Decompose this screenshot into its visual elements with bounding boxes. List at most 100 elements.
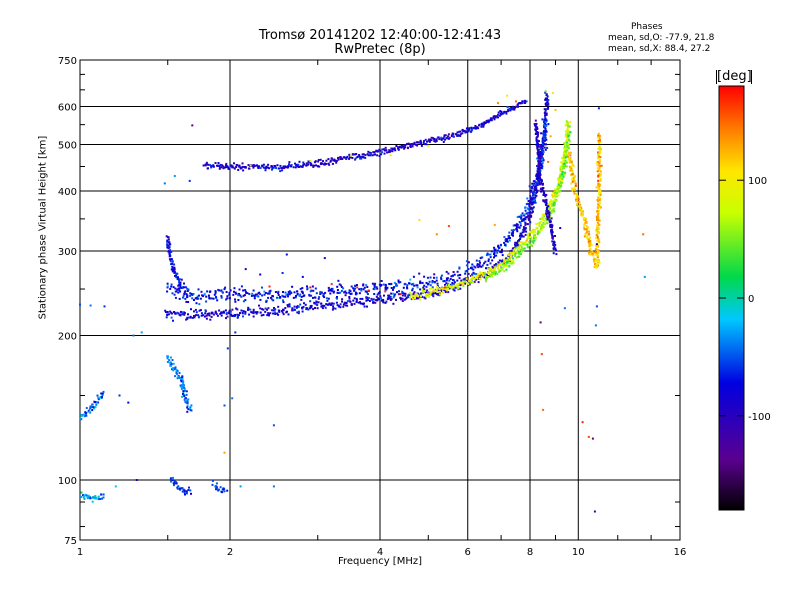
echo-point <box>404 144 407 146</box>
echo-point <box>313 301 316 304</box>
echo-point <box>269 312 272 315</box>
echo-point <box>480 275 483 278</box>
echo-point <box>171 367 174 370</box>
echo-point <box>436 290 439 293</box>
echo-point <box>559 165 562 168</box>
echo-point <box>368 300 371 302</box>
echo-point <box>533 182 536 185</box>
echo-point <box>515 250 518 253</box>
echo-point <box>260 314 263 317</box>
echo-point <box>562 159 565 162</box>
echo-point <box>518 221 521 223</box>
echo-point <box>356 155 359 158</box>
echo-point <box>539 153 542 156</box>
echo-point <box>327 286 330 289</box>
echo-point <box>389 295 392 298</box>
echo-point <box>187 301 190 303</box>
echo-point <box>173 270 176 273</box>
echo-point <box>180 387 183 390</box>
echo-point <box>420 141 423 144</box>
echo-point <box>343 301 346 304</box>
echo-point <box>526 202 529 205</box>
echo-point <box>535 139 538 142</box>
echo-point <box>362 153 365 156</box>
echo-point <box>429 290 432 293</box>
echo-point <box>600 164 603 167</box>
echo-point <box>233 162 235 165</box>
echo-point <box>85 414 87 417</box>
echo-point <box>401 297 404 300</box>
echo-point <box>553 210 556 213</box>
echo-point <box>596 223 599 226</box>
echo-point <box>525 230 528 233</box>
echo-point <box>512 224 515 227</box>
echo-point <box>332 302 335 305</box>
echo-point <box>176 272 179 275</box>
echo-point <box>216 488 219 491</box>
echo-point <box>596 255 599 258</box>
echo-point <box>492 272 494 274</box>
echo-point <box>545 130 548 133</box>
echo-point <box>552 240 555 243</box>
echo-point <box>277 294 280 296</box>
echo-point <box>542 219 545 222</box>
echo-point <box>204 163 207 166</box>
echo-point <box>315 300 318 303</box>
echo-point <box>102 496 105 499</box>
echo-point <box>541 188 544 191</box>
echo-point <box>250 294 253 297</box>
echo-point <box>277 309 280 312</box>
echo-point <box>503 261 505 264</box>
echo-point <box>337 156 339 159</box>
echo-point <box>509 258 511 261</box>
echo-point <box>335 301 338 304</box>
echo-point <box>321 162 324 165</box>
echo-point <box>166 282 169 285</box>
echo-point <box>538 160 541 163</box>
echo-point <box>222 488 225 491</box>
echo-point <box>554 243 557 246</box>
echo-point <box>538 167 541 170</box>
echo-point <box>452 271 455 273</box>
echo-point <box>598 141 601 144</box>
colorbar-tick-label: 0 <box>748 294 754 305</box>
echo-point <box>341 158 344 160</box>
echo-point <box>566 146 569 149</box>
echo-point <box>523 217 526 220</box>
echo-point <box>114 485 117 488</box>
echo-point <box>295 295 297 297</box>
echo-point <box>559 190 562 192</box>
echo-point <box>359 301 361 304</box>
echo-point <box>544 195 547 198</box>
echo-point <box>217 488 220 491</box>
echo-point <box>389 297 392 300</box>
echo-point <box>547 102 550 105</box>
echo-point <box>564 141 567 144</box>
echo-point <box>519 238 522 240</box>
echo-point <box>197 314 200 317</box>
echo-point <box>230 313 232 316</box>
echo-point <box>271 295 274 297</box>
echo-point <box>193 314 196 317</box>
echo-point <box>521 101 524 104</box>
echo-point <box>597 147 600 150</box>
echo-point <box>373 286 376 289</box>
echo-point <box>529 243 532 246</box>
echo-point <box>534 196 537 199</box>
echo-point <box>344 290 347 293</box>
echo-point <box>401 290 404 293</box>
echo-point <box>449 278 452 280</box>
echo-point <box>543 143 546 146</box>
echo-point <box>331 302 334 305</box>
echo-point <box>301 310 304 313</box>
echo-point <box>276 296 278 299</box>
echo-point <box>202 164 205 167</box>
echo-point <box>182 294 185 297</box>
echo-point <box>351 157 354 159</box>
echo-point <box>283 167 286 170</box>
echo-point <box>505 263 508 266</box>
echo-point <box>598 196 601 199</box>
echo-point <box>448 287 451 290</box>
echo-point <box>242 294 245 297</box>
echo-point <box>491 259 494 262</box>
